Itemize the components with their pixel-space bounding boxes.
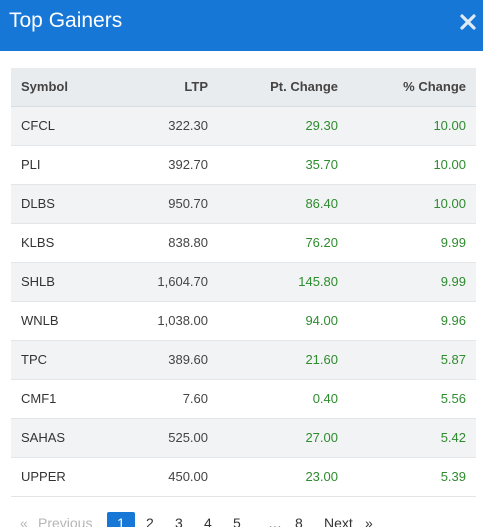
page-link-3[interactable]: 3	[175, 515, 183, 527]
pct-change-cell: 9.99	[348, 262, 476, 302]
symbol-cell[interactable]: SAHAS	[11, 418, 121, 458]
ltp-cell: 392.70	[121, 145, 218, 185]
ltp-cell: 1,038.00	[121, 301, 218, 341]
symbol-cell[interactable]: DLBS	[11, 184, 121, 224]
pt-change-cell: 145.80	[218, 262, 348, 302]
table-header-row: Symbol LTP Pt. Change % Change	[11, 68, 476, 107]
page-link-2[interactable]: 2	[146, 515, 154, 527]
pct-change-cell: 10.00	[348, 145, 476, 185]
table-row[interactable]: PLI 392.70 35.70 10.00	[11, 145, 476, 185]
symbol-cell[interactable]: CMF1	[11, 379, 121, 419]
modal-header: Top Gainers	[0, 0, 483, 51]
pt-change-cell: 21.60	[218, 340, 348, 380]
table-row[interactable]: CFCL 322.30 29.30 10.00	[11, 106, 476, 146]
symbol-cell[interactable]: SHLB	[11, 262, 121, 302]
symbol-cell[interactable]: PLI	[11, 145, 121, 185]
table-row[interactable]: CMF1 7.60 0.40 5.56	[11, 379, 476, 419]
pct-change-cell: 10.00	[348, 106, 476, 146]
page-link-8[interactable]: 8	[295, 515, 303, 527]
pt-change-cell: 94.00	[218, 301, 348, 341]
column-header-pct-change[interactable]: % Change	[348, 68, 476, 107]
ltp-cell: 950.70	[121, 184, 218, 224]
pct-change-cell: 9.99	[348, 223, 476, 263]
top-gainers-table: Symbol LTP Pt. Change % Change CFCL 322.…	[11, 68, 476, 497]
pct-change-cell: 5.39	[348, 457, 476, 497]
pt-change-cell: 76.20	[218, 223, 348, 263]
pt-change-cell: 35.70	[218, 145, 348, 185]
pt-change-cell: 29.30	[218, 106, 348, 146]
pct-change-cell: 5.42	[348, 418, 476, 458]
ltp-cell: 322.30	[121, 106, 218, 146]
ltp-cell: 450.00	[121, 457, 218, 497]
ltp-cell: 525.00	[121, 418, 218, 458]
column-header-ltp[interactable]: LTP	[121, 68, 218, 107]
ltp-cell: 838.80	[121, 223, 218, 263]
table-row[interactable]: SHLB 1,604.70 145.80 9.99	[11, 262, 476, 302]
modal-title: Top Gainers	[9, 9, 123, 32]
page-link-4[interactable]: 4	[204, 515, 212, 527]
symbol-cell[interactable]: UPPER	[11, 457, 121, 497]
pt-change-cell: 86.40	[218, 184, 348, 224]
pt-change-cell: 23.00	[218, 457, 348, 497]
previous-page-link: Previous	[38, 515, 93, 527]
symbol-cell[interactable]: KLBS	[11, 223, 121, 263]
next-arrow-icon[interactable]: »	[365, 515, 373, 527]
page-link-1[interactable]: 1	[107, 512, 135, 527]
column-header-symbol[interactable]: Symbol	[11, 68, 121, 107]
symbol-cell[interactable]: CFCL	[11, 106, 121, 146]
table-row[interactable]: KLBS 838.80 76.20 9.99	[11, 223, 476, 263]
pt-change-cell: 0.40	[218, 379, 348, 419]
next-page-link[interactable]: Next	[324, 515, 353, 527]
ltp-cell: 7.60	[121, 379, 218, 419]
pct-change-cell: 9.96	[348, 301, 476, 341]
page-link-5[interactable]: 5	[233, 515, 241, 527]
pct-change-cell: 10.00	[348, 184, 476, 224]
table-row[interactable]: SAHAS 525.00 27.00 5.42	[11, 418, 476, 458]
symbol-cell[interactable]: WNLB	[11, 301, 121, 341]
previous-arrow-icon: «	[20, 515, 28, 527]
ltp-cell: 389.60	[121, 340, 218, 380]
table-row[interactable]: UPPER 450.00 23.00 5.39	[11, 457, 476, 497]
column-header-pt-change[interactable]: Pt. Change	[218, 68, 348, 107]
ltp-cell: 1,604.70	[121, 262, 218, 302]
table-row[interactable]: WNLB 1,038.00 94.00 9.96	[11, 301, 476, 341]
pagination-ellipsis: …	[268, 515, 282, 527]
pt-change-cell: 27.00	[218, 418, 348, 458]
pct-change-cell: 5.87	[348, 340, 476, 380]
table-row[interactable]: TPC 389.60 21.60 5.87	[11, 340, 476, 380]
table-row[interactable]: DLBS 950.70 86.40 10.00	[11, 184, 476, 224]
close-icon[interactable]	[457, 11, 479, 33]
symbol-cell[interactable]: TPC	[11, 340, 121, 380]
pct-change-cell: 5.56	[348, 379, 476, 419]
